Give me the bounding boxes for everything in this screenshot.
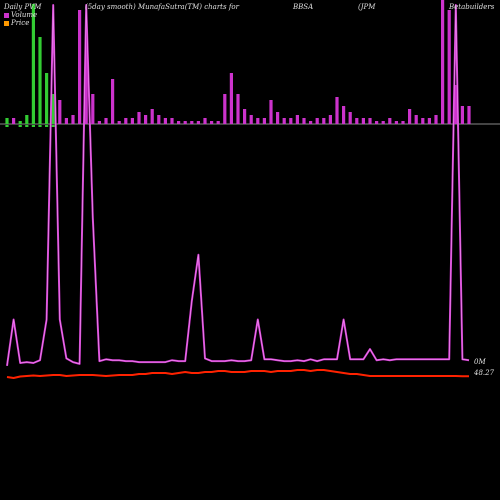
volume-bar xyxy=(249,115,253,124)
volume-bar xyxy=(276,112,280,124)
legend-volume-swatch xyxy=(4,12,9,18)
volume-bar xyxy=(38,37,42,124)
volume-bar xyxy=(243,109,247,124)
volume-bar-down-marker xyxy=(18,125,22,127)
volume-bar xyxy=(25,115,29,124)
volume-bar xyxy=(454,85,458,124)
volume-bar xyxy=(262,118,266,124)
volume-bar xyxy=(177,121,181,124)
volume-bar xyxy=(256,118,260,124)
volume-bar xyxy=(295,115,299,124)
volume-bar xyxy=(216,121,220,124)
volume-bar xyxy=(223,94,227,124)
volume-bar xyxy=(335,97,339,124)
volume-smooth-line-highlight xyxy=(6,4,470,366)
legend-price-swatch xyxy=(4,20,9,26)
legend-price-label: Price xyxy=(11,19,30,27)
volume-bar xyxy=(163,118,167,124)
volume-bar xyxy=(91,94,95,124)
volume-bar xyxy=(302,118,306,124)
volume-bar xyxy=(342,106,346,124)
header-right2: Betabuilders xyxy=(449,3,495,11)
volume-bar xyxy=(381,121,385,124)
volume-bar xyxy=(170,118,174,124)
header-mid: (5day smooth) MunafaSutra(TM) charts for xyxy=(85,3,239,11)
price-last-label: 48.27 xyxy=(474,369,495,377)
volume-bar xyxy=(203,118,207,124)
volume-bar xyxy=(434,115,438,124)
volume-bar xyxy=(322,118,326,124)
volume-bar xyxy=(441,0,445,124)
volume-bar xyxy=(401,121,405,124)
volume-bar xyxy=(117,121,121,124)
volume-bar xyxy=(78,10,82,124)
volume-bar xyxy=(355,118,359,124)
volume-bar xyxy=(31,4,35,124)
volume-bar xyxy=(5,118,9,124)
price-line xyxy=(6,369,469,379)
volume-bar xyxy=(58,100,62,124)
legend-volume: Volume xyxy=(4,11,37,19)
volume-bar-down-marker xyxy=(25,125,29,127)
volume-bar xyxy=(269,100,273,124)
volume-bar xyxy=(414,115,418,124)
volume-bar xyxy=(196,121,200,124)
volume-bar xyxy=(183,121,187,124)
volume-bar xyxy=(236,94,240,124)
volume-bar xyxy=(375,121,379,124)
volume-bar-down-marker xyxy=(38,125,42,127)
volume-bar xyxy=(150,109,154,124)
volume-bars xyxy=(5,0,471,127)
volume-bar xyxy=(282,118,286,124)
volume-bar xyxy=(368,118,372,124)
volume-bar xyxy=(84,46,88,124)
volume-bar xyxy=(328,115,332,124)
volume-bar xyxy=(421,118,425,124)
volume-bar xyxy=(210,121,214,124)
volume-bar-down-marker xyxy=(5,125,9,127)
volume-bar-down-marker xyxy=(51,125,55,127)
volume-bar-down-marker xyxy=(45,125,49,127)
volume-bar xyxy=(427,118,431,124)
volume-bar xyxy=(130,118,134,124)
volume-bar xyxy=(124,118,128,124)
volume-bar xyxy=(64,118,68,124)
legend-volume-label: Volume xyxy=(11,11,38,19)
volume-axis-label: 0M xyxy=(474,358,486,366)
volume-bar xyxy=(361,118,365,124)
volume-bar xyxy=(157,115,161,124)
volume-bar xyxy=(18,121,22,124)
volume-bar xyxy=(229,73,233,124)
header-left: Daily PVM xyxy=(4,3,42,11)
volume-bar xyxy=(348,112,352,124)
volume-bar xyxy=(315,118,319,124)
volume-bar xyxy=(309,121,313,124)
volume-bar xyxy=(71,115,75,124)
volume-bar xyxy=(51,94,55,124)
volume-bar xyxy=(144,115,148,124)
volume-bar xyxy=(104,118,108,124)
volume-bar xyxy=(137,112,141,124)
volume-bar xyxy=(289,118,293,124)
volume-bar xyxy=(190,121,194,124)
volume-bar xyxy=(467,106,471,124)
volume-bar xyxy=(111,79,115,124)
volume-bar xyxy=(460,106,464,124)
volume-bar-down-marker xyxy=(31,125,35,127)
legend-price: Price xyxy=(4,19,29,27)
header-ticker: BBSA xyxy=(293,3,314,11)
header-right1: (JPM xyxy=(358,3,376,11)
volume-bar xyxy=(408,109,412,124)
volume-bar xyxy=(394,121,398,124)
volume-bar xyxy=(12,118,16,124)
volume-bar xyxy=(388,118,392,124)
volume-bar xyxy=(45,73,49,124)
volume-bar xyxy=(447,10,451,124)
volume-bar xyxy=(97,121,101,124)
